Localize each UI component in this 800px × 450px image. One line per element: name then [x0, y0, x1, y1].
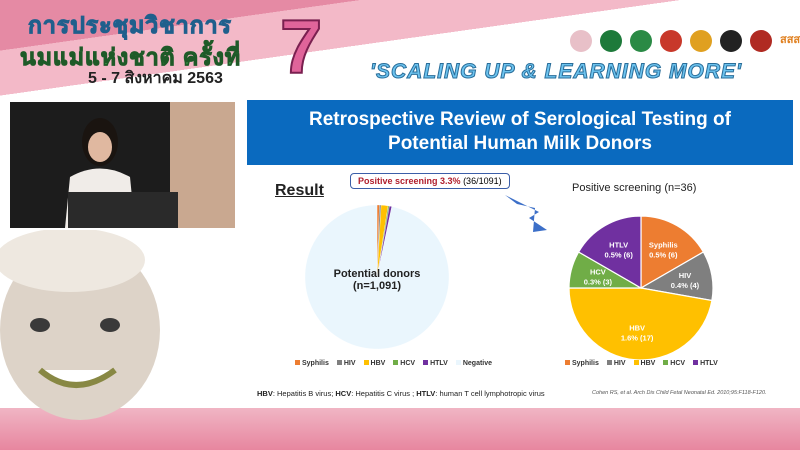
slice-label: 0.5% (6) — [605, 250, 634, 259]
speaker-video — [65, 102, 235, 228]
slice-label: HIV — [679, 271, 692, 280]
pie-slice-hbv — [568, 287, 713, 361]
bottom-band — [0, 408, 800, 450]
legend-item: HBV — [633, 360, 655, 367]
left-legend: Syphilis HIV HBV HCV HTLV Negative — [295, 360, 492, 367]
fn-hbv-abbr: HBV — [257, 389, 273, 398]
fn-htlv: : human T cell lymphotropic virus — [435, 389, 545, 398]
legend-item: HCV — [663, 360, 685, 367]
center-label-2: (n=1,091) — [353, 280, 401, 292]
center-label: Potential donors (n=1,091) — [327, 268, 427, 292]
legend-item: HTLV — [423, 360, 448, 367]
legend-item: Syphilis — [295, 360, 329, 367]
fn-hcv: : Hepatitis C virus ; — [351, 389, 417, 398]
conference-title-line2: นมแม่แห่งชาติ ครั้งที่ — [19, 44, 242, 71]
slice-label: HTLV — [609, 240, 628, 249]
logo-icon — [600, 30, 622, 52]
legend-item: Negative — [455, 360, 492, 367]
legend-swatch — [455, 360, 461, 365]
slice-label: Syphilis — [649, 240, 678, 249]
legend-swatch — [606, 360, 612, 365]
logo-icon — [570, 30, 592, 52]
result-heading: Result — [275, 182, 324, 199]
legend-item: HIV — [336, 360, 356, 367]
slice-label: 0.4% (4) — [671, 281, 700, 290]
edition-number: 7 — [279, 4, 323, 91]
slide-title-line1: Retrospective Review of Serological Test… — [309, 109, 731, 130]
positive-screening-callout: Positive screening 3.3% (36/1091) — [350, 173, 510, 189]
legend-item: Syphilis — [565, 360, 599, 367]
fn-htlv-abbr: HTLV — [416, 389, 436, 398]
thaihealth-logo: สสส — [780, 34, 800, 46]
pie-slice-syphilis — [640, 215, 705, 290]
fn-hcv-abbr: HCV — [335, 389, 352, 398]
child-photo — [0, 230, 160, 420]
slice-label: 1.6% (17) — [621, 333, 654, 342]
callout-rest: (36/1091) — [463, 176, 502, 186]
conference-title-line1: การประชุมวิชาการ — [28, 12, 232, 39]
conference-dates: 5 - 7 สิงหาคม 2563 — [88, 70, 223, 87]
footnote: HBV: Hepatitis B virus; HCV: Hepatitis C… — [257, 389, 545, 398]
slogan: 'SCALING UP & LEARNING MORE' — [369, 60, 743, 84]
legend-swatch — [295, 360, 300, 365]
slice-label: HCV — [590, 267, 606, 276]
legend-item: HIV — [606, 360, 626, 367]
slice-label: 0.3% (3) — [584, 277, 613, 286]
arrow-icon — [505, 195, 547, 232]
logo-icon — [720, 30, 742, 52]
slice-label: 0.5% (6) — [649, 250, 678, 259]
slice-label: HBV — [629, 323, 645, 332]
pie-slice-negative — [304, 204, 450, 350]
slide-header: Retrospective Review of Serological Test… — [247, 100, 793, 165]
logo-icon — [660, 30, 682, 52]
legend-swatch — [663, 360, 669, 365]
callout-bold: Positive screening 3.3% — [358, 176, 461, 186]
legend-swatch — [693, 360, 699, 365]
fn-hbv: : Hepatitis B virus; — [272, 389, 336, 398]
sponsor-logos: สสส — [570, 30, 800, 52]
right-legend: Syphilis HIV HBV HCV HTLV — [565, 360, 718, 367]
legend-swatch — [423, 360, 429, 365]
legend-swatch — [633, 360, 639, 365]
legend-item: HCV — [393, 360, 415, 367]
legend-swatch — [363, 360, 369, 365]
slide-title-line2: Potential Human Milk Donors — [388, 133, 652, 154]
citation: Cohen RS, et al. Arch Dis Child Fetal Ne… — [592, 390, 767, 396]
center-label-1: Potential donors — [333, 268, 421, 280]
legend-item: HTLV — [693, 360, 718, 367]
presentation-slide: Retrospective Review of Serological Test… — [247, 100, 793, 404]
pie-slice-htlv — [577, 215, 642, 290]
logo-icon — [750, 30, 772, 52]
right-chart-title: Positive screening (n=36) — [572, 182, 697, 194]
speaker-webcam — [10, 102, 235, 228]
logo-icon — [690, 30, 712, 52]
legend-swatch — [565, 360, 570, 365]
legend-swatch — [336, 360, 342, 365]
logo-icon — [630, 30, 652, 52]
legend-item: HBV — [363, 360, 385, 367]
legend-swatch — [393, 360, 399, 365]
